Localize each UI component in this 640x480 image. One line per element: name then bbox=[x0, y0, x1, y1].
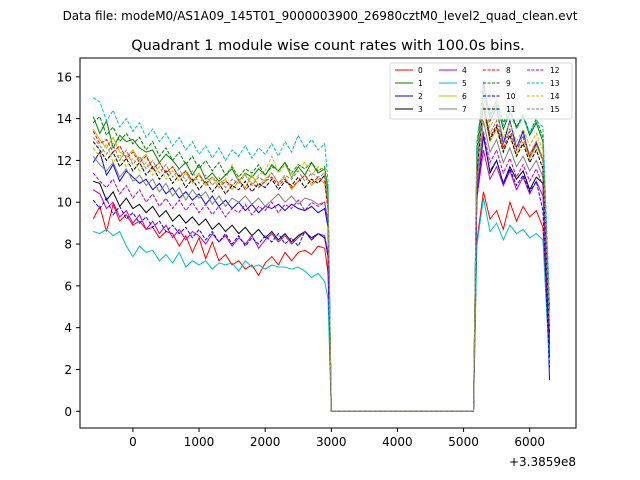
legend-box bbox=[389, 62, 573, 120]
legend-label-4: 4 bbox=[462, 66, 467, 75]
chart-title: Quadrant 1 module wise count rates with … bbox=[131, 38, 525, 54]
legend-label-0: 0 bbox=[418, 66, 423, 75]
x-tick-label: 0 bbox=[129, 435, 137, 449]
legend-label-11: 11 bbox=[506, 105, 516, 114]
y-tick-label: 16 bbox=[57, 70, 72, 84]
legend-label-9: 9 bbox=[506, 79, 511, 88]
x-tick-label: 5000 bbox=[448, 435, 479, 449]
x-tick-label: 6000 bbox=[514, 435, 545, 449]
legend-label-6: 6 bbox=[462, 92, 467, 101]
x-tick-label: 3000 bbox=[316, 435, 347, 449]
axes-frame bbox=[79, 57, 577, 429]
legend-label-7: 7 bbox=[462, 105, 467, 114]
series-line-14 bbox=[92, 97, 550, 412]
x-tick-label: 1000 bbox=[184, 435, 215, 449]
x-tick-label: 2000 bbox=[250, 435, 281, 449]
legend-label-15: 15 bbox=[550, 105, 560, 114]
legend-label-14: 14 bbox=[550, 92, 560, 101]
y-tick-label: 10 bbox=[57, 196, 72, 210]
y-tick-label: 14 bbox=[57, 112, 72, 126]
y-tick-label: 2 bbox=[64, 363, 72, 377]
y-tick-label: 4 bbox=[64, 321, 72, 335]
y-tick-label: 6 bbox=[64, 279, 72, 293]
series-layer bbox=[92, 80, 550, 412]
legend-label-13: 13 bbox=[550, 79, 560, 88]
x-axis-ticks: 0 1000 2000 3000 4000 5000 6000 bbox=[129, 428, 545, 449]
x-tick-label: 4000 bbox=[382, 435, 413, 449]
y-tick-label: 8 bbox=[64, 238, 72, 252]
legend-label-12: 12 bbox=[550, 66, 560, 75]
y-axis-ticks: 0 2 4 6 8 10 12 14 16 bbox=[57, 70, 80, 419]
x-offset-label: +3.3859e8 bbox=[509, 455, 576, 469]
legend-label-1: 1 bbox=[418, 79, 423, 88]
suptitle: Data file: modeM0/AS1A09_145T01_90000039… bbox=[63, 9, 578, 23]
y-tick-label: 0 bbox=[64, 405, 72, 419]
legend-label-5: 5 bbox=[462, 79, 467, 88]
legend-label-3: 3 bbox=[418, 105, 423, 114]
legend-label-2: 2 bbox=[418, 92, 423, 101]
legend-label-10: 10 bbox=[506, 92, 516, 101]
legend-label-8: 8 bbox=[506, 66, 511, 75]
y-tick-label: 12 bbox=[57, 154, 72, 168]
series-line-15 bbox=[92, 101, 550, 412]
